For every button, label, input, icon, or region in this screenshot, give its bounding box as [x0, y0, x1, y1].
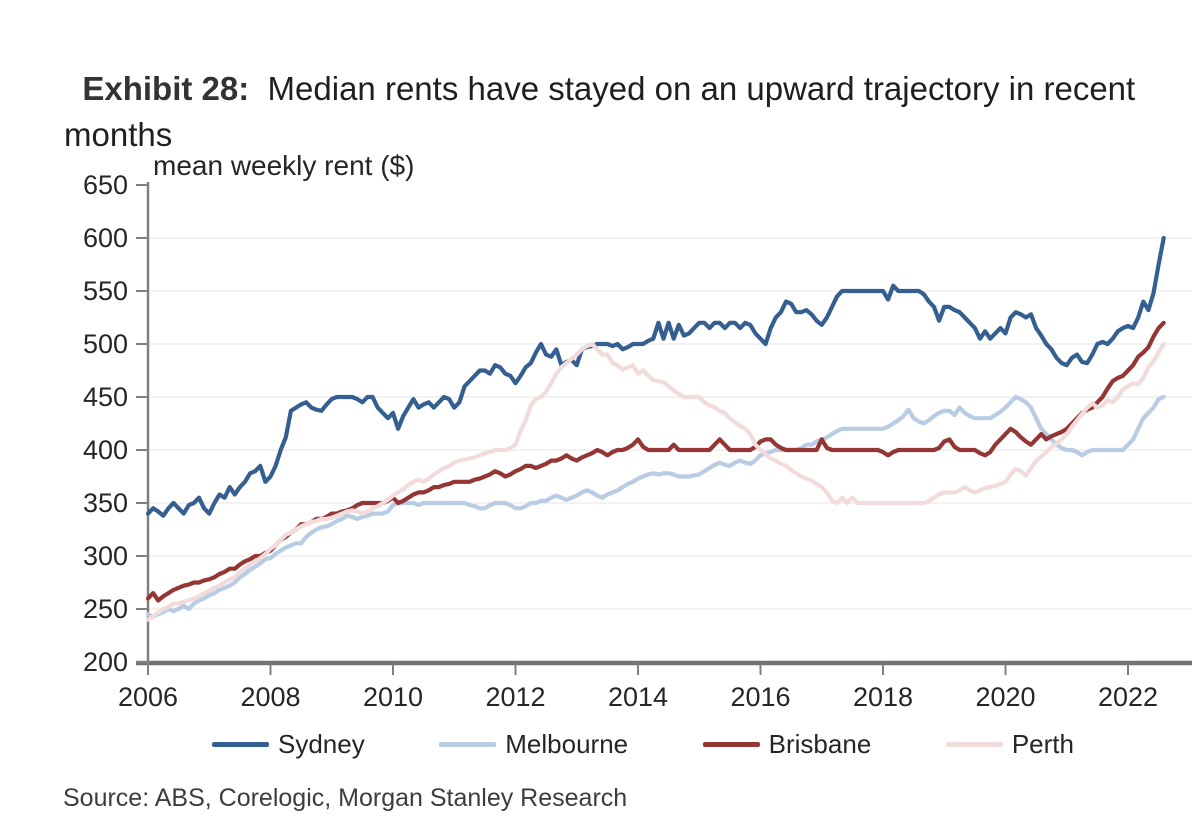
exhibit-title-text: Median rents have stayed on an upward tr…: [64, 70, 1145, 153]
legend-label: Brisbane: [768, 728, 872, 759]
x-tick-label: 2014: [608, 682, 668, 712]
exhibit-number: Exhibit 28:: [82, 70, 250, 107]
y-tick-label: 500: [83, 329, 128, 359]
y-tick-label: 450: [83, 382, 128, 412]
series-line-melbourne: [145, 394, 1166, 619]
legend: Sydney Melbourne Brisbane Perth: [212, 727, 1074, 761]
y-tick-label: 650: [83, 170, 128, 200]
y-tick-label: 300: [83, 541, 128, 571]
x-tick-label: 2020: [975, 682, 1035, 712]
x-tick-label: 2022: [1098, 682, 1158, 712]
legend-swatch-perth: [945, 741, 1003, 747]
x-tick-label: 2018: [853, 682, 913, 712]
y-tick-label: 550: [83, 276, 128, 306]
y-tick-label: 600: [83, 223, 128, 253]
series-line-perth: [145, 341, 1166, 622]
legend-label: Perth: [1011, 728, 1074, 759]
x-tick-label: 2010: [363, 682, 423, 712]
x-tick-label: 2006: [118, 682, 178, 712]
x-tick-label: 2008: [240, 682, 300, 712]
y-tick-label: 200: [83, 647, 128, 677]
legend-item-sydney: Sydney: [212, 729, 365, 760]
page-title: Exhibit 28: Median rents have stayed on …: [64, 20, 1164, 158]
legend-swatch-melbourne: [439, 741, 497, 747]
legend-item-melbourne: Melbourne: [439, 729, 628, 760]
y-tick-label: 350: [83, 488, 128, 518]
chart-layers: 200 250 300 350 400 450 500 550 600 650 2006 2008 20…: [83, 170, 1192, 712]
legend-swatch-brisbane: [702, 741, 760, 747]
series-line-brisbane: [145, 320, 1166, 603]
x-tick-label: 2012: [485, 682, 545, 712]
legend-swatch-sydney: [212, 741, 269, 747]
legend-item-brisbane: Brisbane: [702, 728, 872, 760]
source-note: Source: ABS, Corelogic, Morgan Stanley R…: [63, 784, 628, 812]
legend-label: Melbourne: [505, 728, 629, 759]
y-tick-label: 400: [83, 435, 128, 465]
legend-item-perth: Perth: [945, 728, 1074, 760]
y-axis-title: mean weekly rent ($): [153, 150, 414, 181]
legend-label: Sydney: [278, 728, 365, 759]
x-tick-label: 2016: [730, 682, 790, 712]
y-tick-label: 250: [83, 594, 128, 624]
series-line-sydney: [145, 235, 1166, 518]
